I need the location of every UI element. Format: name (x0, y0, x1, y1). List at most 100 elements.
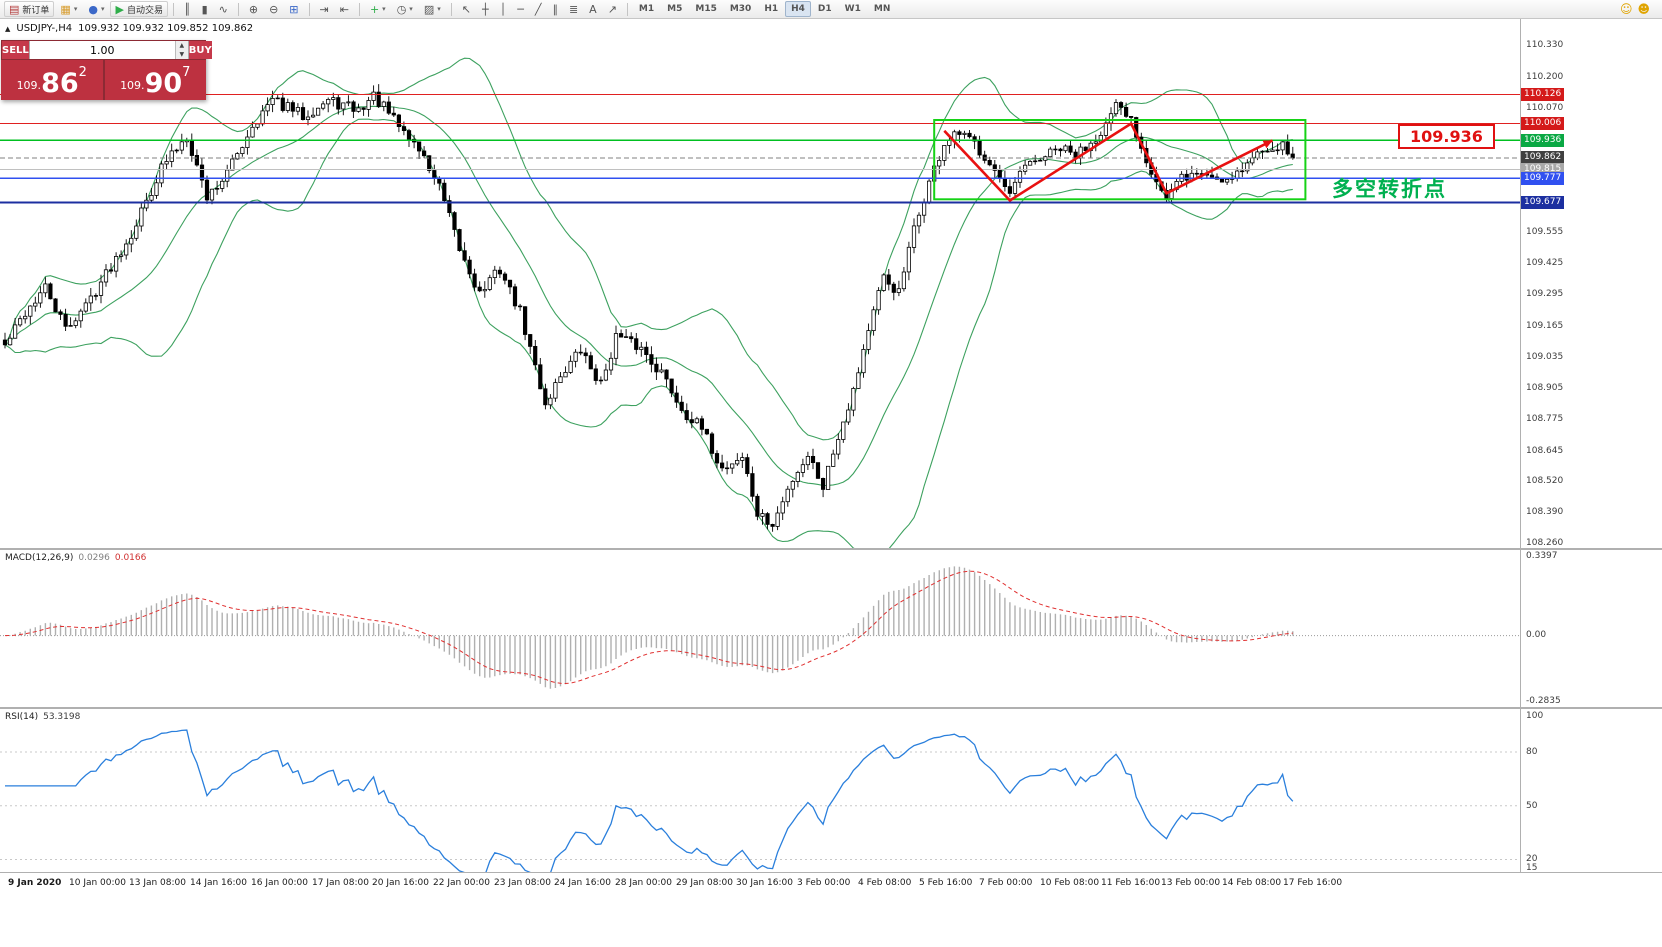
line-chart-button[interactable]: ∿ (214, 1, 233, 17)
timeframe-m15-button-label: M15 (695, 4, 716, 14)
zoom-in-button[interactable]: ⊕ (244, 1, 263, 17)
timeframe-m1-button[interactable]: M1 (633, 1, 660, 17)
cursor-button[interactable]: ↖ (457, 1, 476, 17)
chart-shift-button[interactable]: ⇤ (335, 1, 354, 17)
axis-divider (1520, 19, 1521, 873)
tile-windows-icon: ⊞ (289, 4, 298, 15)
fibonacci-icon: ≣ (569, 4, 578, 15)
time-axis[interactable]: 9 Jan 202010 Jan 00:0013 Jan 08:0014 Jan… (0, 872, 1662, 896)
price-axis-label: 108.260 (1526, 538, 1563, 548)
periods-clock-icon: ◷ (397, 4, 407, 15)
price-tag-110.126: 110.126 (1521, 88, 1564, 101)
rsi-axis-label: 80 (1526, 747, 1537, 757)
toolbar-right-icons: ☺☻ (1620, 3, 1658, 15)
macd-panel: MACD(12,26,9) 0.0296 0.0166 0.3397 0.00 … (0, 548, 1662, 707)
timeframe-w1-button[interactable]: W1 (839, 1, 867, 17)
new-order-icon: ▤ (9, 4, 19, 15)
buy-price-big: 90 (145, 70, 183, 97)
periods-button[interactable]: ◷▾ (392, 1, 418, 17)
dropdown-caret-icon: ▾ (382, 5, 386, 13)
channel-button[interactable]: ∥ (547, 1, 563, 17)
horizontal-line-button[interactable]: ─ (512, 1, 529, 17)
buy-button[interactable]: BUY (189, 41, 212, 59)
price-axis-label: 109.425 (1526, 258, 1563, 268)
timeframe-m5-button[interactable]: M5 (661, 1, 688, 17)
new-order-button-label: 新订单 (22, 3, 49, 16)
price-axis-label: 108.390 (1526, 507, 1563, 517)
timeframe-m15-button[interactable]: M15 (689, 1, 722, 17)
price-axis-label: 108.775 (1526, 414, 1563, 424)
timeframe-h1-button[interactable]: H1 (758, 1, 784, 17)
crosshair-button[interactable]: ┼ (477, 1, 494, 17)
cursor-icon: ↖ (462, 4, 471, 15)
text-button[interactable]: A (584, 1, 602, 17)
rsi-axis-label: 100 (1526, 711, 1543, 721)
lot-spinner: ▲ ▼ (175, 41, 188, 59)
lot-decrease-button[interactable]: ▼ (176, 50, 188, 59)
rsi-canvas[interactable] (0, 709, 1520, 872)
templates-button[interactable]: ▨▾ (419, 1, 446, 17)
new-chart-button[interactable]: ▦▾ (55, 1, 82, 17)
support-smiley-icon[interactable]: ☻ (1637, 3, 1650, 15)
time-axis-label: 13 Feb 00:00 (1161, 878, 1220, 888)
price-tag-109.936: 109.936 (1521, 134, 1564, 147)
profiles-button[interactable]: ●▾ (83, 1, 109, 17)
price-axis-label: 109.165 (1526, 321, 1563, 331)
autotrading-button[interactable]: ▶自动交易 (110, 1, 167, 17)
time-axis-label: 28 Jan 00:00 (615, 878, 672, 888)
sell-price-button[interactable]: 109. 86 2 (1, 60, 103, 100)
buy-price-prefix: 109. (120, 76, 145, 97)
macd-name: MACD(12,26,9) (5, 553, 73, 563)
chart-shift-icon: ⇤ (340, 4, 349, 15)
lot-size-input[interactable] (30, 41, 175, 59)
macd-scale-max: 0.3397 (1526, 551, 1558, 561)
toolbar-separator (173, 3, 174, 16)
timeframe-h4-button-label: H4 (791, 4, 805, 14)
timeframe-d1-button[interactable]: D1 (812, 1, 838, 17)
turning-point-annotation[interactable]: 多空转折点 (1332, 173, 1447, 203)
price-chart-canvas[interactable] (0, 19, 1520, 548)
fibonacci-button[interactable]: ≣ (564, 1, 583, 17)
community-smiley-icon[interactable]: ☺ (1620, 3, 1633, 15)
time-axis-label: 23 Jan 08:00 (494, 878, 551, 888)
buy-price-button[interactable]: 109. 90 7 (105, 60, 207, 100)
autoscroll-button[interactable]: ⇥ (315, 1, 334, 17)
price-axis-label: 108.645 (1526, 446, 1563, 456)
vertical-line-icon: │ (500, 4, 507, 15)
new-order-button[interactable]: ▤新订单 (4, 1, 54, 17)
vertical-line-button[interactable]: │ (495, 1, 512, 17)
timeframe-mn-button[interactable]: MN (868, 1, 897, 17)
buy-price-pip: 7 (182, 66, 190, 79)
macd-main-value: 0.0296 (78, 553, 110, 563)
time-axis-label: 11 Feb 16:00 (1101, 878, 1160, 888)
price-axis-label: 110.200 (1526, 72, 1563, 82)
price-axis-label: 110.070 (1526, 103, 1563, 113)
tile-windows-button[interactable]: ⊞ (284, 1, 303, 17)
price-tag-109.777: 109.777 (1521, 172, 1564, 185)
rsi-panel: RSI(14) 53.3198 10080502015 (0, 707, 1662, 872)
price-callout-label[interactable]: 109.936 (1398, 124, 1495, 149)
arrows-button[interactable]: ↗ (603, 1, 622, 17)
time-axis-label: 30 Jan 16:00 (736, 878, 793, 888)
price-axis-label: 108.520 (1526, 476, 1563, 486)
sell-button[interactable]: SELL (2, 41, 29, 59)
macd-canvas[interactable] (0, 550, 1520, 707)
zoom-out-button[interactable]: ⊖ (264, 1, 283, 17)
lot-increase-button[interactable]: ▲ (176, 41, 188, 50)
toolbar-separator (238, 3, 239, 16)
time-axis-label: 5 Feb 16:00 (919, 878, 972, 888)
arrows-icon: ↗ (608, 4, 617, 15)
price-tag-110.006: 110.006 (1521, 117, 1564, 130)
trendline-button[interactable]: ╱ (530, 1, 547, 17)
dropdown-caret-icon: ▾ (437, 5, 441, 13)
time-axis-label: 10 Jan 00:00 (69, 878, 126, 888)
timeframe-h1-button-label: H1 (764, 4, 778, 14)
candlestick-button[interactable]: ▮ (197, 1, 213, 17)
timeframe-m1-button-label: M1 (639, 4, 654, 14)
one-click-toggle-icon[interactable]: ▲ (5, 25, 10, 33)
indicators-button[interactable]: +▾ (365, 1, 391, 17)
main-chart-panel: ▲ USDJPY-,H4 109.932 109.932 109.852 109… (0, 19, 1662, 548)
timeframe-h4-button[interactable]: H4 (785, 1, 811, 17)
timeframe-m30-button[interactable]: M30 (724, 1, 757, 17)
bar-chart-button[interactable]: ║ (179, 1, 196, 17)
